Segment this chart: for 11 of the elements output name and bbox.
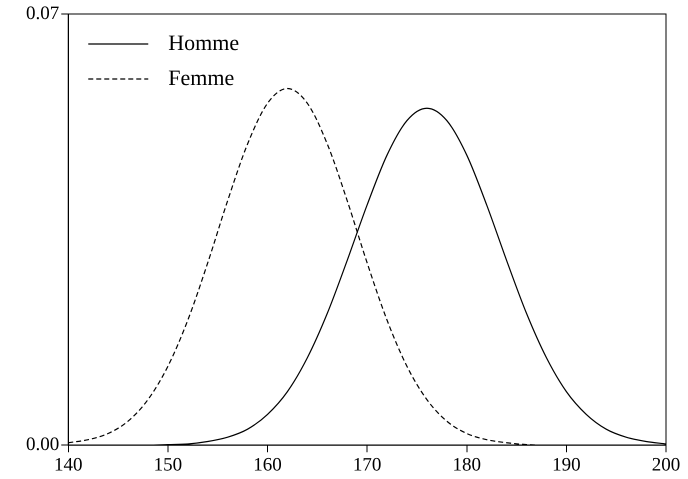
y-tick-label: 0.07	[26, 2, 60, 24]
x-tick-label: 160	[253, 454, 282, 476]
y-tick-label: 0.00	[26, 434, 60, 456]
x-tick-label: 200	[652, 454, 680, 476]
x-tick-label: 180	[452, 454, 481, 476]
x-tick-label: 190	[552, 454, 581, 476]
x-tick-label: 170	[352, 454, 382, 476]
legend-label: Homme	[168, 30, 240, 55]
x-tick-label: 150	[154, 454, 182, 476]
x-tick-label: 140	[54, 454, 82, 476]
legend-label: Femme	[168, 64, 234, 90]
